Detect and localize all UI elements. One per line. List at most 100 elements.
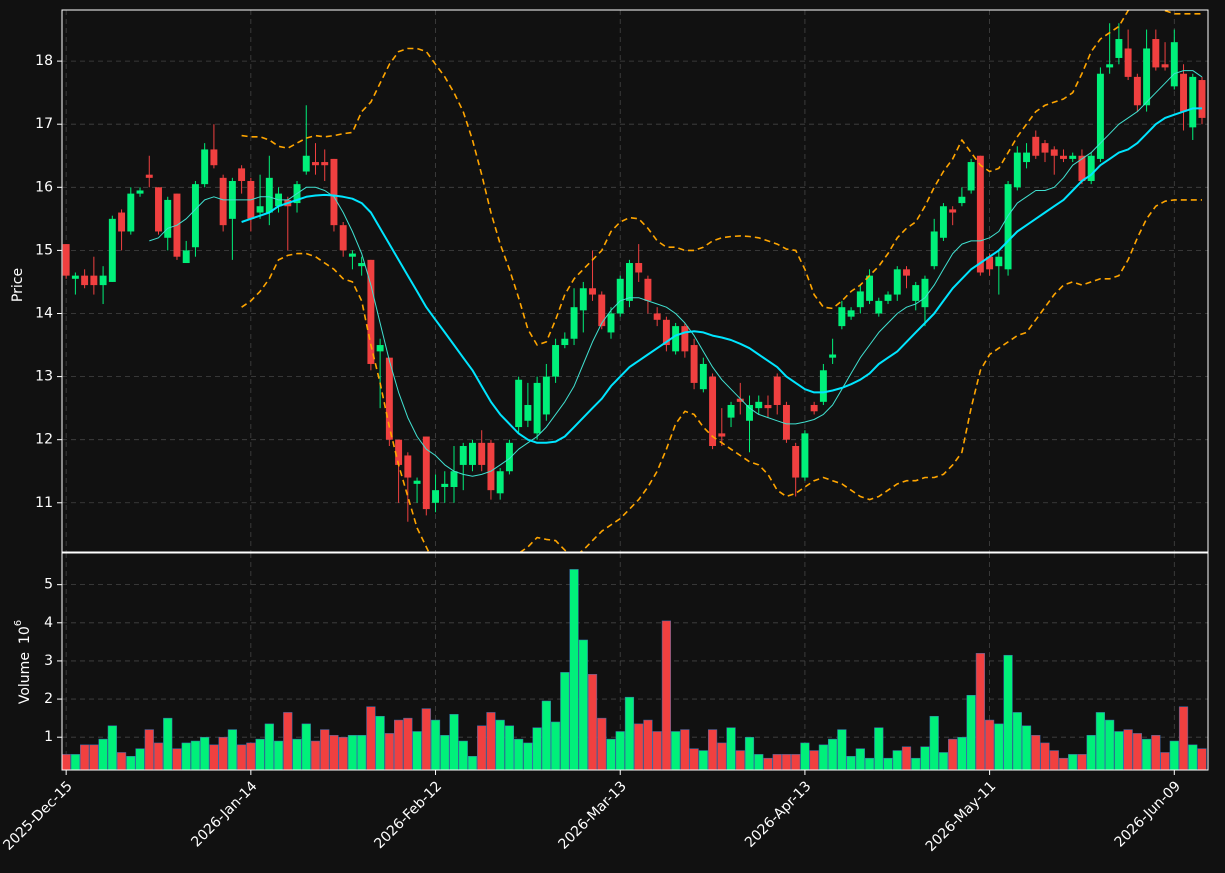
candle-body (505, 442, 513, 472)
candle-body (773, 376, 781, 405)
y-tick-label: 17 (35, 116, 53, 132)
candle-body (727, 404, 735, 418)
volume-tick-label: 1 (44, 729, 53, 745)
candle-body (99, 275, 107, 286)
volume-bar (911, 757, 921, 771)
volume-bar (532, 727, 542, 771)
candle-body (1013, 152, 1021, 188)
candle-body (1041, 143, 1049, 153)
price-plot (62, 10, 1206, 552)
volume-bar (181, 742, 191, 771)
candle-body (256, 206, 264, 213)
candle-body (367, 259, 375, 364)
candle-body (570, 307, 578, 339)
candle-body (210, 149, 218, 166)
volume-bar (855, 748, 865, 771)
candle-body (930, 231, 938, 267)
candle-body (958, 196, 966, 204)
volume-bar (98, 738, 108, 771)
candle-body (1023, 152, 1031, 163)
candle-body (690, 345, 698, 383)
candle-body (819, 370, 827, 402)
y-tick-label: 15 (35, 242, 53, 258)
volume-bar (70, 754, 80, 771)
candle-body (1060, 155, 1067, 159)
candle-body (487, 442, 495, 491)
volume-bar (384, 733, 394, 771)
candle-body (1170, 42, 1178, 87)
volume-bar (190, 740, 201, 771)
volume-bar (689, 748, 699, 771)
candle-body (847, 310, 855, 317)
indicator-line (149, 70, 1203, 477)
volume-bar (504, 725, 515, 771)
volume-bar (403, 717, 413, 771)
volume-bar (273, 740, 284, 771)
candle-body (459, 445, 467, 465)
volume-bar (1160, 752, 1170, 771)
volume-bar (587, 674, 598, 771)
volume-bar (541, 700, 551, 771)
volume-bar (1132, 733, 1142, 771)
candle-body (921, 278, 929, 308)
candle-body (339, 225, 347, 251)
candle-body (478, 442, 486, 465)
candle-body (71, 275, 79, 279)
y-tick-label: 12 (35, 432, 53, 448)
volume-bar (523, 742, 533, 771)
candle-body (81, 275, 89, 286)
candle-body (912, 285, 920, 301)
volume-bar (1068, 754, 1078, 771)
candle-body (302, 155, 310, 172)
volume-bar (347, 735, 358, 771)
candle-body (1050, 149, 1058, 156)
volume-bar (320, 729, 330, 771)
candle-body (986, 256, 994, 270)
y-tick-label: 13 (35, 369, 53, 385)
candle-body (635, 263, 643, 273)
indicator-line (241, 199, 1202, 552)
candle-body (1004, 184, 1012, 270)
volume-bar (163, 717, 173, 771)
volume-bar (394, 719, 404, 771)
candle-body (219, 177, 227, 226)
candle-body (395, 439, 403, 465)
volume-tick-label: 4 (44, 615, 53, 631)
volume-bar (1021, 725, 1032, 771)
candle-body (1180, 73, 1187, 112)
volume-bar (569, 569, 579, 771)
candle-body (589, 288, 596, 295)
volume-bar (560, 672, 570, 771)
candle-body (552, 345, 560, 377)
volume-bar (809, 750, 819, 771)
volume-bar (698, 750, 708, 771)
volume-bar (985, 719, 995, 771)
volume-bar (80, 744, 90, 771)
candle-body (893, 269, 901, 295)
volume-bar (144, 729, 154, 771)
candle-body (616, 278, 624, 314)
volume-bar (929, 715, 939, 771)
candle-body (432, 490, 439, 503)
candle-body (1189, 76, 1197, 128)
candle-body (108, 218, 116, 282)
volume-label: Volume (17, 652, 33, 704)
candle-body (404, 455, 412, 478)
volume-bar (1123, 729, 1133, 771)
volume-frame (61, 552, 1209, 771)
candle-body (191, 184, 199, 248)
candle-body (238, 168, 246, 181)
candle-body (496, 471, 504, 494)
volume-bar (237, 744, 247, 771)
candle-body (755, 401, 763, 409)
volume-bar (1114, 731, 1124, 771)
volume-bar (421, 708, 431, 771)
candle-body (118, 212, 126, 232)
candle-body (1152, 39, 1160, 68)
volume-bar (292, 738, 302, 771)
volume-bar (126, 756, 136, 771)
candle-body (201, 149, 209, 185)
candle-body (838, 307, 846, 327)
volume-bar (864, 757, 875, 771)
